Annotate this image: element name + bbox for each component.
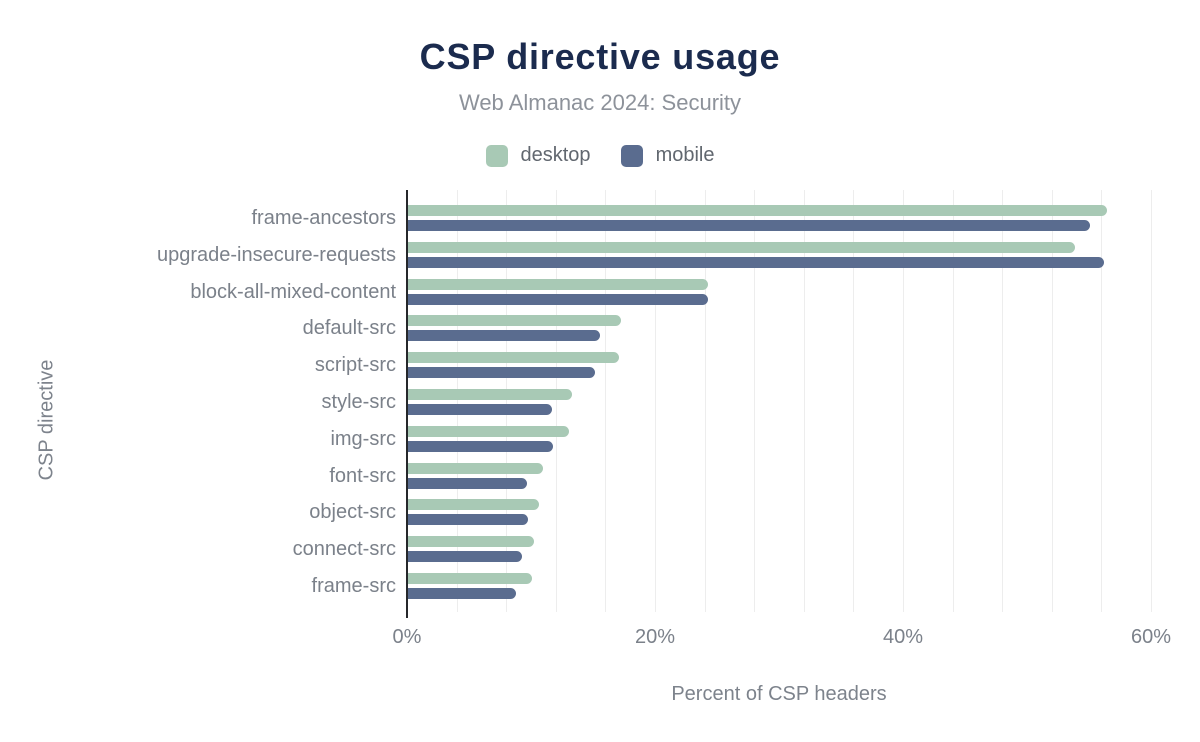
legend-swatch [485, 144, 508, 167]
bar-mobile [408, 477, 528, 489]
gridline [952, 190, 954, 612]
bar-mobile [408, 551, 523, 563]
bar-desktop [408, 315, 622, 327]
bar-mobile [408, 440, 554, 452]
bar-desktop [408, 536, 535, 548]
category-label: font-src [329, 464, 396, 487]
gridline [1002, 190, 1004, 612]
gridline [456, 190, 458, 612]
category-label: object-src [309, 501, 396, 524]
gridline [1051, 190, 1053, 612]
bar-desktop [408, 241, 1076, 253]
bar-desktop [408, 352, 619, 364]
category-label: script-src [314, 354, 396, 377]
gridline [506, 190, 508, 612]
x-tick-label: 20% [634, 626, 676, 648]
gridline [853, 190, 855, 612]
x-tick-label: 60% [1130, 626, 1172, 648]
gridline [555, 190, 557, 612]
y-axis-title: CSP directive [35, 359, 58, 481]
bar-mobile [408, 367, 596, 379]
category-label: block-all-mixed-content [190, 280, 396, 303]
legend-swatch [620, 144, 643, 167]
bar-desktop [408, 499, 540, 511]
chart-title: CSP directive usage [419, 36, 781, 77]
legend-label-mobile: mobile [655, 144, 715, 166]
bar-mobile [408, 330, 601, 342]
gridline [704, 190, 706, 612]
bar-mobile [408, 256, 1104, 268]
gridline [903, 190, 904, 612]
bar-mobile [408, 588, 516, 599]
x-tick-label: 0% [392, 626, 422, 648]
gridline [605, 190, 607, 612]
bar-mobile [408, 514, 529, 526]
category-label: frame-ancestors [251, 207, 397, 229]
gridline [655, 190, 656, 612]
chart-subtitle: Web Almanac 2024: Security [458, 90, 742, 115]
y-axis-line [406, 190, 408, 618]
x-tick-label: 40% [882, 626, 924, 648]
category-label: frame-src [311, 575, 396, 597]
bar-desktop [408, 425, 570, 437]
category-label: img-src [330, 427, 396, 450]
bar-desktop [408, 462, 544, 474]
gridline [1101, 190, 1103, 612]
legend: desktop mobile [0, 144, 1200, 167]
bar-desktop [408, 573, 532, 584]
gridline [803, 190, 805, 612]
legend-label-desktop: desktop [520, 144, 591, 166]
plot-area: 0% 20% 40% 60% frame-ancestors upgrade-insecu… [157, 190, 1171, 648]
legend-item-mobile: mobile [620, 144, 715, 167]
gridline [754, 190, 756, 612]
bar-mobile [408, 293, 709, 305]
category-label: upgrade-insecure-requests [156, 243, 396, 266]
bar-mobile [408, 404, 552, 415]
bar-desktop [408, 278, 709, 290]
category-label: style-src [321, 391, 396, 413]
legend-item-desktop: desktop [485, 144, 591, 167]
category-label: default-src [302, 317, 396, 340]
x-axis-title: Percent of CSP headers [671, 683, 887, 705]
gridline [1151, 190, 1152, 612]
bar-desktop [408, 205, 1108, 216]
bar-desktop [408, 389, 572, 400]
bar-mobile [408, 220, 1090, 231]
category-label: connect-src [292, 538, 396, 561]
